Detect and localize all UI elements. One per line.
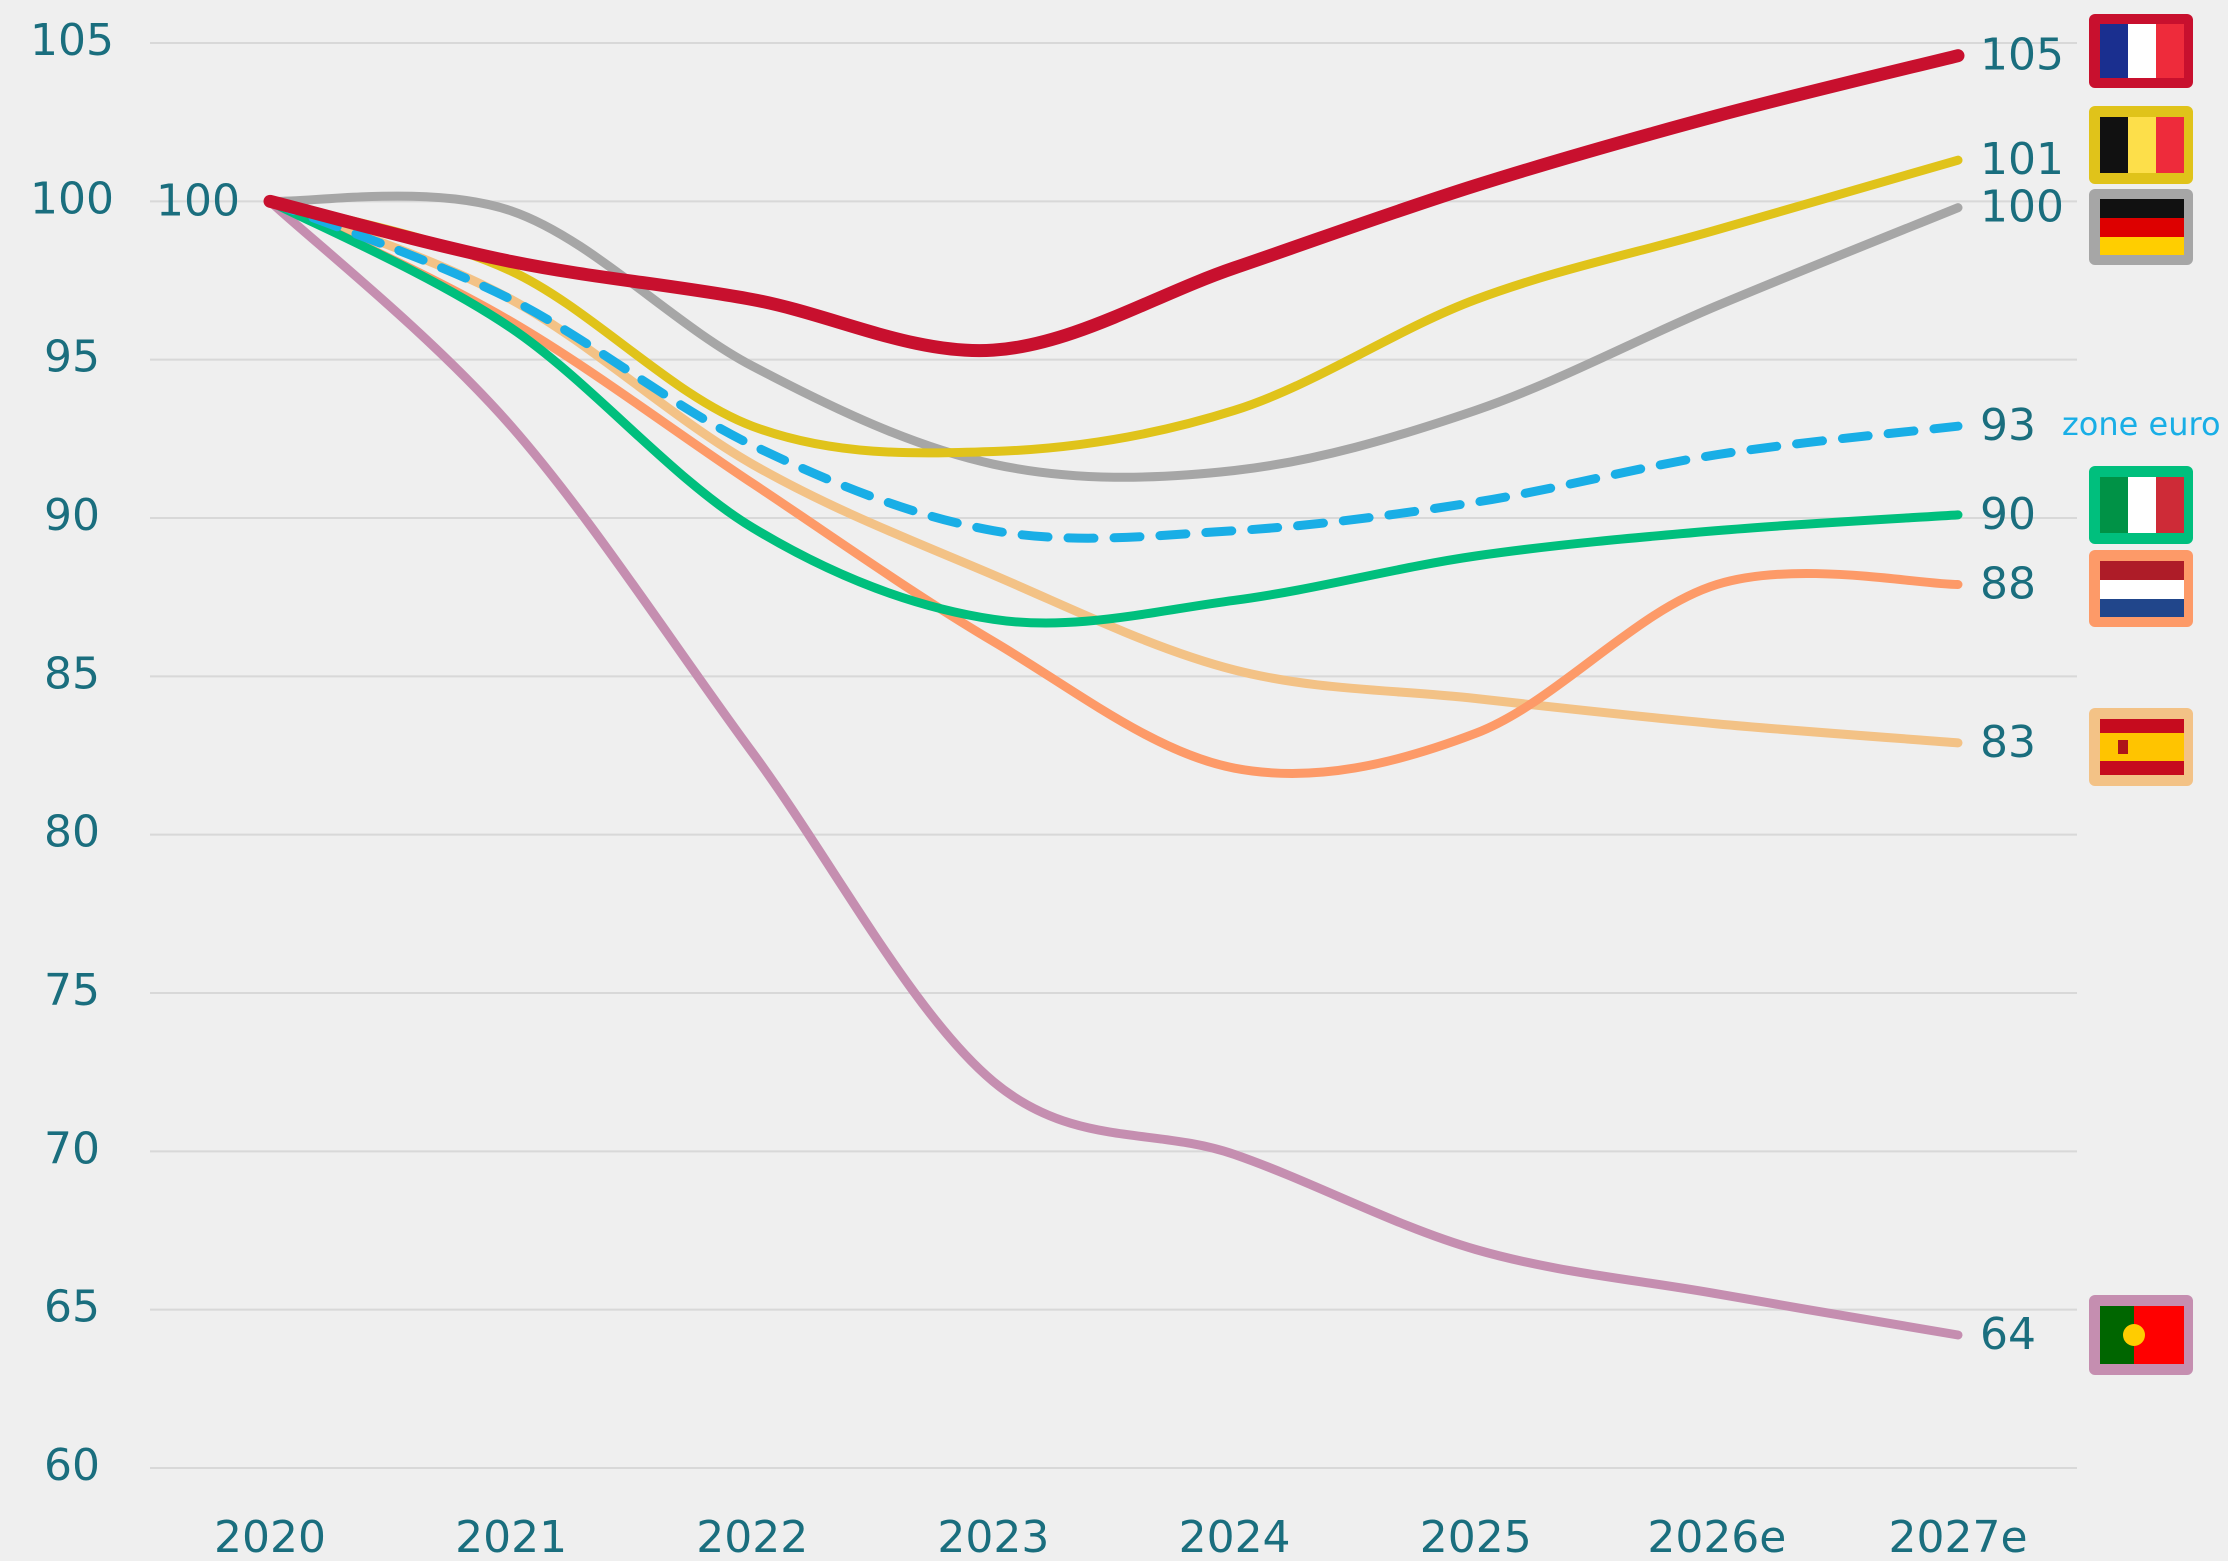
- flag-portugal: [2089, 1295, 2193, 1375]
- legend-label: zone euro: [2062, 405, 2221, 443]
- data-label: 101: [1980, 134, 2064, 185]
- y-tick-label: 70: [44, 1123, 100, 1174]
- x-tick-label: 2027e: [1888, 1512, 2027, 1561]
- y-tick-label: 80: [44, 807, 100, 858]
- data-label: 64: [1980, 1309, 2036, 1360]
- x-tick-label: 2026e: [1647, 1512, 1786, 1561]
- x-tick-label: 2024: [1179, 1512, 1291, 1561]
- flag-germany: [2089, 189, 2193, 265]
- line: [265, 155, 1963, 458]
- line: [265, 196, 1963, 778]
- data-label: 100: [156, 175, 240, 226]
- line: [265, 196, 1963, 543]
- y-tick-label: 75: [44, 965, 100, 1016]
- flag-france: [2089, 14, 2193, 88]
- data-label: 100: [1980, 182, 2064, 233]
- data-label: 93: [1980, 400, 2036, 451]
- line: [265, 196, 1963, 628]
- data-label: 88: [1980, 559, 2036, 610]
- data-label: 105: [1980, 30, 2064, 81]
- y-tick-label: 85: [44, 648, 100, 699]
- data-label: 83: [1980, 717, 2036, 768]
- line: [265, 196, 1963, 1340]
- x-tick-label: 2023: [937, 1512, 1049, 1561]
- flags: [2089, 14, 2193, 1375]
- flag-netherlands: [2089, 550, 2193, 627]
- y-tick-label: 65: [44, 1282, 100, 1333]
- y-tick-label: 100: [30, 173, 114, 224]
- flag-italy: [2089, 466, 2193, 544]
- line: [265, 191, 1963, 482]
- data-label: 90: [1980, 489, 2036, 540]
- y-tick-label: 60: [44, 1440, 100, 1491]
- line: [263, 49, 1965, 358]
- x-tick-label: 2022: [696, 1512, 808, 1561]
- y-tick-label: 105: [30, 15, 114, 66]
- flag-belgium: [2089, 106, 2193, 184]
- flag-spain: [2089, 708, 2193, 786]
- x-tick-label: 2025: [1420, 1512, 1532, 1561]
- x-tick-label: 2020: [214, 1512, 326, 1561]
- x-tick-label: 2021: [455, 1512, 567, 1561]
- y-tick-label: 90: [44, 490, 100, 541]
- y-tick-label: 95: [44, 332, 100, 383]
